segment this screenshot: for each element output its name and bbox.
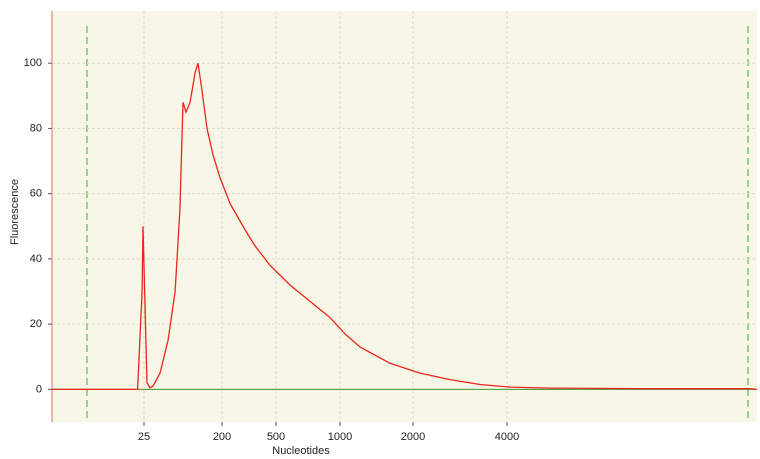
x-tick-label: 4000 [495,431,519,443]
x-tick-label: 500 [267,431,285,443]
y-tick-label: 0 [36,383,42,395]
x-axis-title: Nucleotides [272,445,330,457]
x-tick-label: 200 [213,431,231,443]
y-tick-label: 100 [24,57,42,69]
y-tick-label: 80 [30,122,42,134]
y-tick-label: 20 [30,318,42,330]
y-tick-label: 60 [30,188,42,200]
x-tick-label: 25 [138,431,150,443]
y-axis-title: Fluorescence [9,179,21,245]
plot-area [52,11,757,422]
trace [52,63,757,391]
y-tick-label: 40 [30,253,42,265]
x-tick-label: 2000 [401,431,425,443]
x-tick-label: 1000 [328,431,352,443]
